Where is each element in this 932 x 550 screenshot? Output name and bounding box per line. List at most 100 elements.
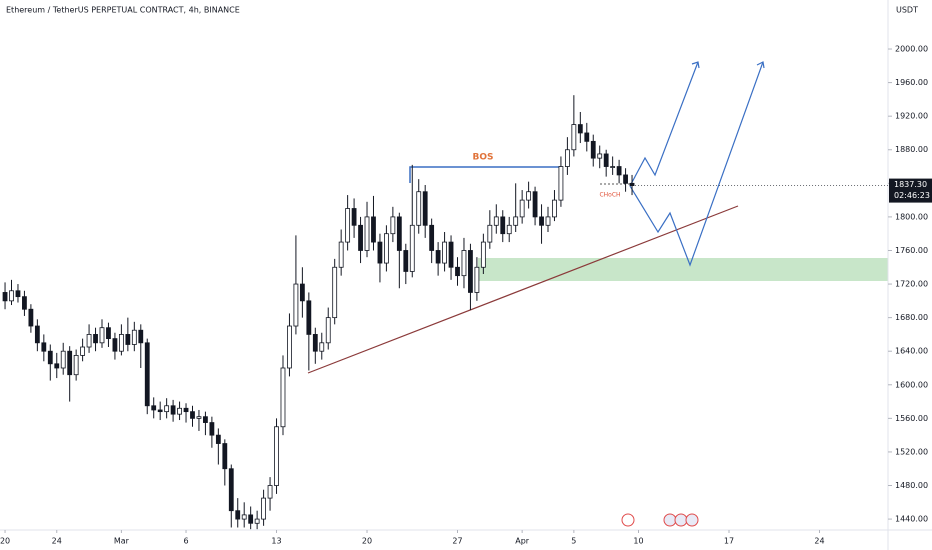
candle-body (435, 250, 441, 264)
candle-body (461, 250, 467, 277)
candle-body (519, 199, 525, 218)
candle-body (532, 191, 538, 218)
candle-body (15, 290, 21, 298)
candle-body (371, 216, 376, 243)
candle-body (545, 216, 551, 226)
candle-body (280, 367, 286, 428)
candle-body (138, 329, 144, 344)
candles (2, 95, 635, 530)
candle-body (99, 327, 105, 344)
candle-body (409, 224, 415, 272)
candle-body (442, 241, 447, 264)
candle-body (396, 216, 402, 251)
candle-body (235, 510, 241, 520)
candle-body (500, 216, 506, 235)
candle-body (80, 346, 86, 356)
candle-body (106, 327, 111, 340)
y-tick-label: 1880.00 (895, 145, 928, 154)
candle-body (22, 296, 27, 310)
candle-body (610, 166, 616, 168)
candle-body (164, 405, 170, 413)
candle-body (422, 191, 428, 226)
y-tick-label: 1920.00 (895, 112, 928, 121)
event-icon[interactable] (685, 513, 699, 527)
event-icon[interactable] (621, 513, 635, 527)
projection-path (629, 61, 764, 267)
candle-body (429, 224, 435, 251)
candle-body (170, 405, 176, 415)
candle-body (487, 224, 493, 243)
y-tick-label: 1520.00 (895, 447, 928, 456)
x-tick-label: 10 (633, 537, 643, 546)
x-tick-label: Mar (114, 537, 130, 546)
candle-body (144, 342, 150, 407)
event-icon[interactable] (663, 513, 677, 527)
arrow-head (756, 61, 765, 69)
candle-body (222, 443, 228, 470)
x-tick-label: 20 (362, 537, 372, 546)
candle-body (190, 411, 195, 419)
candle-body (480, 241, 486, 268)
candle-body (9, 290, 14, 302)
candle-body (448, 241, 454, 268)
y-tick-label: 1680.00 (895, 313, 928, 322)
x-tick-label: 24 (52, 537, 62, 546)
candle-body (274, 426, 279, 486)
candle-body (552, 199, 557, 218)
candle-body (468, 250, 473, 293)
chart-title: Ethereum / TetherUS PERPETUAL CONTRACT, … (6, 6, 240, 15)
candle-body (384, 233, 389, 264)
bos-label: BOS (473, 153, 494, 163)
candle-body (526, 191, 532, 201)
y-tick-label: 1640.00 (895, 347, 928, 356)
candle-body (629, 182, 635, 186)
candle-body (287, 325, 292, 369)
candle-body (558, 166, 564, 201)
candle-body (86, 334, 92, 348)
event-icon[interactable] (674, 513, 688, 527)
x-tick-label: 27 (452, 537, 462, 546)
candle-body (248, 514, 254, 524)
y-tick-label: 1720.00 (895, 280, 928, 289)
y-tick-label: 2000.00 (895, 45, 928, 54)
candle-body (196, 416, 202, 419)
x-tick-label: 13 (271, 537, 281, 546)
candle-body (131, 329, 137, 345)
candle-body (377, 241, 383, 264)
candle-body (203, 416, 208, 423)
candle-body (390, 216, 396, 235)
candle-body (293, 283, 299, 327)
candle-body (254, 518, 260, 524)
last-price-box (889, 178, 932, 203)
candle-body (403, 250, 409, 272)
x-tick-label: Apr (515, 537, 530, 546)
candle-body (455, 266, 460, 277)
candle-body (54, 363, 60, 369)
x-tick-label: 20 (0, 537, 10, 546)
x-tick-label: 6 (183, 537, 188, 546)
candle-body (597, 153, 603, 159)
candle-body (209, 422, 215, 436)
y-tick-label: 1480.00 (895, 481, 928, 490)
x-tick-label: 5 (571, 537, 576, 546)
candle-body (506, 224, 512, 235)
candle-body (73, 355, 79, 376)
countdown: 02:46:23 (894, 191, 930, 200)
candle-body (564, 149, 570, 167)
candle-body (125, 334, 131, 345)
candle-body (261, 497, 266, 520)
candle-body (590, 140, 596, 159)
candle-body (228, 468, 234, 512)
candle-body (306, 300, 312, 335)
candle-body (241, 514, 247, 520)
y-tick-label: 1800.00 (895, 212, 928, 221)
candle-body (183, 407, 189, 413)
candle-body (157, 409, 163, 413)
candle-body (112, 338, 118, 352)
candle-body (60, 350, 66, 369)
y-tick-label: 1600.00 (895, 380, 928, 389)
candle-body (47, 350, 53, 365)
candle-body (299, 283, 305, 302)
x-tick-label: 17 (724, 537, 734, 546)
candle-body (603, 153, 609, 167)
